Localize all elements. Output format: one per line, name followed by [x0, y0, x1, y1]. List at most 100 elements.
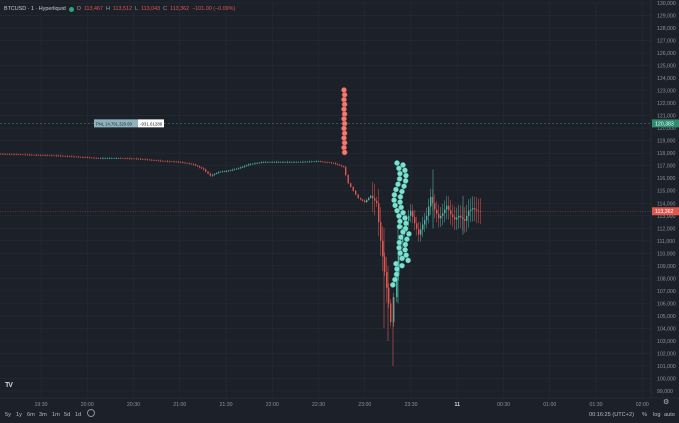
candle-body: [458, 215, 460, 218]
candle-body: [304, 161, 306, 163]
buy-marker-icon: [399, 188, 405, 195]
candle-body: [192, 164, 195, 165]
candle-body: [414, 217, 416, 224]
candle-body: [124, 158, 126, 159]
candle-body: [120, 158, 122, 159]
candle-body: [175, 161, 177, 163]
candle-body: [53, 155, 55, 157]
candle-body: [324, 161, 326, 163]
candle-body: [26, 154, 29, 156]
candle-body: [476, 209, 478, 211]
time-tick-label: 01:30: [590, 402, 603, 408]
candle-body: [273, 161, 275, 163]
buy-marker-icon: [395, 181, 401, 188]
candle-body: [262, 161, 265, 163]
candle-body: [42, 155, 44, 156]
change-value: −101.00 (−0.09%): [192, 6, 236, 12]
price-tick-label: 122,000: [657, 101, 676, 107]
candle-body: [246, 165, 248, 166]
candle-body: [104, 158, 106, 159]
candle-body: [180, 161, 182, 163]
range-button-3m[interactable]: 3m: [39, 412, 47, 418]
range-button-6m[interactable]: 6m: [27, 412, 35, 418]
candle-body: [137, 158, 140, 160]
price-tick-label: 106,000: [657, 301, 676, 307]
range-button-5y[interactable]: 5y: [5, 412, 11, 418]
sell-marker-icon: [341, 139, 348, 146]
candle-body: [448, 205, 450, 211]
candle-body: [182, 162, 184, 163]
candle-body: [164, 160, 166, 162]
sell-marker-icon: [341, 149, 348, 156]
auto-scale-toggle[interactable]: auto: [664, 412, 675, 418]
time-tick-label: 19:30: [35, 402, 48, 408]
symbol-name[interactable]: BTCUSD · 1 · Hyperliquid: [4, 6, 66, 12]
candle-body: [374, 198, 376, 201]
candle-body: [131, 158, 133, 160]
candle-body: [66, 156, 69, 157]
candle-body: [357, 194, 359, 199]
candle-body: [434, 203, 436, 210]
candle-body: [148, 159, 151, 161]
candle-body: [220, 171, 222, 173]
sell-marker-icon: [341, 91, 348, 98]
sell-marker-icon: [341, 96, 347, 103]
range-button-1m[interactable]: 1m: [52, 412, 60, 418]
candle-body: [0, 153, 2, 155]
log-scale-toggle[interactable]: log: [653, 412, 661, 418]
buy-marker-icon: [396, 239, 403, 246]
candle-body: [24, 154, 26, 156]
candle-body: [142, 159, 144, 160]
buy-marker-icon: [399, 262, 405, 269]
sell-marker-icon: [341, 101, 348, 108]
clock-timezone[interactable]: 00:16:25 (UTC+2): [589, 412, 634, 418]
candle-body: [384, 256, 386, 273]
price-tick-label: 130,000: [657, 1, 676, 7]
candle-body: [339, 164, 341, 166]
candle-body: [260, 162, 263, 163]
candle-body: [88, 157, 91, 159]
candle-body: [68, 156, 71, 157]
candle-body: [244, 165, 246, 167]
price-tick-label: 104,000: [657, 326, 676, 332]
candle-body: [393, 297, 395, 323]
candle-body: [386, 272, 388, 288]
candle-body: [146, 159, 149, 161]
candle-body: [444, 209, 446, 214]
date-range-icon[interactable]: [87, 409, 95, 417]
candle-body: [372, 195, 374, 199]
tradingview-logo-icon[interactable]: TV: [5, 382, 13, 389]
candle-body: [440, 215, 442, 219]
candle-body: [214, 173, 216, 175]
time-tick-label: 11: [455, 402, 461, 408]
candle-body: [322, 161, 324, 163]
candle-body: [95, 157, 97, 159]
time-tick-label: 20:00: [81, 402, 94, 408]
candle-body: [108, 158, 111, 159]
candle-body: [11, 154, 13, 155]
buy-marker-icon: [390, 282, 396, 288]
candle-body: [71, 156, 73, 157]
candle-body: [84, 157, 86, 158]
range-button-1y[interactable]: 1y: [16, 412, 22, 418]
buy-marker-icon: [394, 266, 400, 272]
buy-marker-icon: [392, 202, 398, 209]
settings-gear-icon[interactable]: ⚙: [663, 399, 670, 406]
price-tick-label: 127,000: [657, 39, 676, 45]
price-tick-label: 109,000: [657, 264, 676, 270]
candle-body: [195, 164, 197, 166]
candle-body: [40, 155, 42, 156]
buy-marker-icon: [399, 255, 405, 262]
sell-marker-icon: [341, 87, 347, 93]
range-button-1d[interactable]: 1d: [75, 412, 82, 418]
price-tick-label: 101,000: [657, 364, 676, 370]
candle-body: [442, 213, 444, 216]
percent-scale-toggle[interactable]: %: [642, 412, 647, 418]
candle-body: [133, 158, 135, 160]
sell-marker-icon: [341, 111, 348, 117]
time-tick-label: 21:00: [173, 402, 186, 408]
range-button-5d[interactable]: 5d: [64, 412, 71, 418]
candle-body: [216, 172, 218, 174]
